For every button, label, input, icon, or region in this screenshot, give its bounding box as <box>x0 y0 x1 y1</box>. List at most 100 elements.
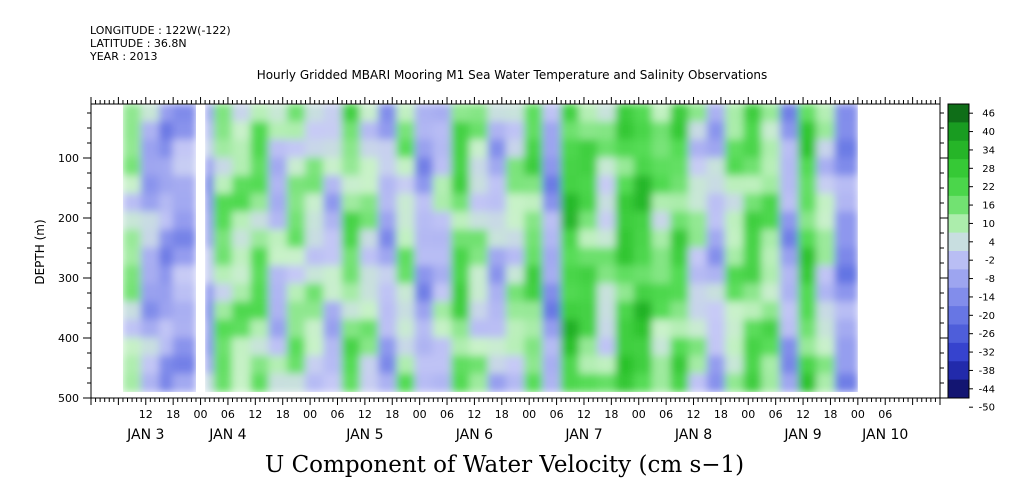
variable-title: U Component of Water Velocity (cm s−1) <box>264 452 745 478</box>
heatmap-cell <box>670 337 690 357</box>
heatmap-cell <box>158 373 174 393</box>
no-data-region <box>857 104 940 398</box>
heatmap-cell <box>688 373 708 393</box>
heatmap-cell <box>578 301 599 321</box>
heatmap-cell <box>451 175 471 195</box>
heatmap-cell <box>706 157 726 177</box>
heatmap-cell <box>122 301 142 321</box>
heatmap-cell <box>651 139 672 159</box>
heatmap-cell <box>172 121 197 141</box>
heatmap-cell <box>542 175 562 195</box>
heatmap-cell <box>341 355 361 375</box>
heatmap-cell <box>378 193 398 213</box>
heatmap-cell <box>505 247 526 267</box>
heatmap-cell <box>487 301 507 321</box>
heatmap-cell <box>761 373 781 393</box>
x-tick-label: 12 <box>796 408 810 421</box>
heatmap-cell <box>268 193 288 213</box>
heatmap-cell <box>651 373 672 393</box>
heatmap-cell <box>172 265 197 285</box>
heatmap-cell <box>204 337 215 357</box>
heatmap-cell <box>232 301 252 321</box>
heatmap-cell <box>578 139 599 159</box>
heatmap-cell <box>213 193 233 213</box>
heatmap-cell <box>396 319 416 339</box>
heatmap-cell <box>414 373 434 393</box>
heatmap-cell <box>414 229 434 249</box>
heatmap-cell <box>323 319 343 339</box>
heatmap-cell <box>688 319 708 339</box>
heatmap-cell <box>341 139 361 159</box>
colorbar-segment <box>948 361 969 381</box>
heatmap-cell <box>396 337 416 357</box>
heatmap-cell <box>122 319 142 339</box>
heatmap-cell <box>560 373 580 393</box>
heatmap-cell <box>359 211 380 231</box>
heatmap-cell <box>204 229 215 249</box>
heatmap-cell <box>432 301 453 321</box>
heatmap-cell <box>341 319 361 339</box>
heatmap-cell <box>816 211 836 231</box>
heatmap-cell <box>779 157 799 177</box>
heatmap-cell <box>213 301 233 321</box>
heatmap-cell <box>761 355 781 375</box>
heatmap-cell <box>688 265 708 285</box>
colorbar-segment <box>948 324 969 344</box>
heatmap-cell <box>633 265 653 285</box>
heatmap-cell <box>172 175 197 195</box>
heatmap-cell <box>706 283 726 303</box>
heatmap-cell <box>816 319 836 339</box>
heatmap-cell <box>396 247 416 267</box>
heatmap-cell <box>633 229 653 249</box>
heatmap-cell <box>798 373 818 393</box>
heatmap-cell <box>816 175 836 195</box>
heatmap-cell <box>286 211 307 231</box>
heatmap-cell <box>615 229 635 249</box>
heatmap-cell <box>172 157 197 177</box>
heatmap-cell <box>359 247 380 267</box>
heatmap-cell <box>834 139 859 159</box>
heatmap-cell <box>396 157 416 177</box>
heatmap-cell <box>469 104 489 123</box>
heatmap-cell <box>651 265 672 285</box>
heatmap-cell <box>542 337 562 357</box>
heatmap-cell <box>670 283 690 303</box>
heatmap-cell <box>670 265 690 285</box>
heatmap-cell <box>688 283 708 303</box>
heatmap-cell <box>633 175 653 195</box>
heatmap-cell <box>706 175 726 195</box>
colorbar-label: 28 <box>982 164 995 175</box>
heatmap-cell <box>798 301 818 321</box>
heatmap-cell <box>469 283 489 303</box>
x-tick-label: 18 <box>714 408 728 421</box>
heatmap-cell <box>670 211 690 231</box>
heatmap-cell <box>432 121 453 141</box>
heatmap-cell <box>232 157 252 177</box>
heatmap-cell <box>798 193 818 213</box>
heatmap-cell <box>615 337 635 357</box>
heatmap-cell <box>560 283 580 303</box>
heatmap-cell <box>268 319 288 339</box>
heatmap-cell <box>779 301 799 321</box>
heatmap-cell <box>816 373 836 393</box>
heatmap-cell <box>140 211 160 231</box>
heatmap-cell <box>597 247 617 267</box>
heatmap-cell <box>779 175 799 195</box>
heatmap-cell <box>341 211 361 231</box>
heatmap-cell <box>378 121 398 141</box>
heatmap-cell <box>615 319 635 339</box>
heatmap-cell <box>487 319 507 339</box>
heatmap-cell <box>816 157 836 177</box>
heatmap-cell <box>542 301 562 321</box>
heatmap-cell <box>172 355 197 375</box>
heatmap-cell <box>172 337 197 357</box>
x-tick-label: 00 <box>194 408 208 421</box>
heatmap-cell <box>706 265 726 285</box>
heatmap-cell <box>172 229 197 249</box>
heatmap-cell <box>724 319 745 339</box>
heatmap-cell <box>378 373 398 393</box>
heatmap-cell <box>469 157 489 177</box>
heatmap-cell <box>451 193 471 213</box>
heatmap-cell <box>505 301 526 321</box>
heatmap-cell <box>268 211 288 231</box>
